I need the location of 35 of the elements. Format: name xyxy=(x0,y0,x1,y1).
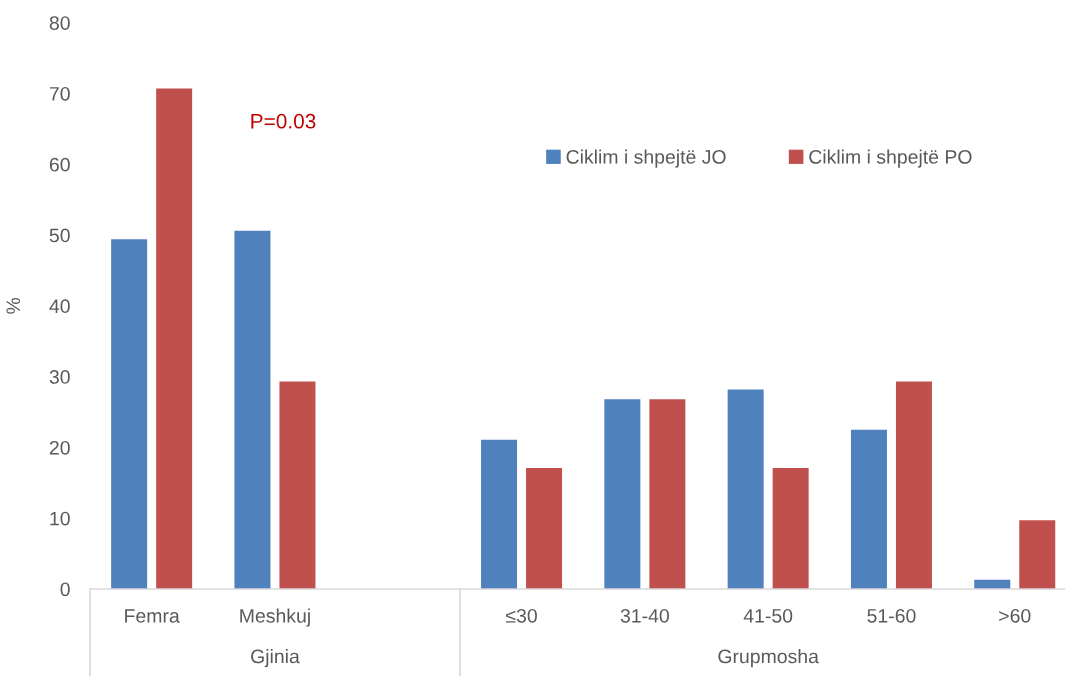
y-tick-label: 60 xyxy=(49,157,70,172)
bar xyxy=(727,389,764,589)
y-tick-label: 0 xyxy=(60,582,70,597)
bar xyxy=(234,230,271,589)
y-tick-label: 10 xyxy=(50,511,70,526)
bar xyxy=(772,467,809,589)
y-tick-label: 30 xyxy=(49,370,70,384)
bar xyxy=(604,399,641,589)
annotation: P=0.03 xyxy=(251,113,316,129)
x-tick-label: ≤30 xyxy=(506,608,537,623)
text: Gjinia xyxy=(251,649,300,668)
x-tick-label: Femra xyxy=(125,609,180,623)
y-tick-label: 20 xyxy=(49,440,70,455)
x-tick-label: 31-40 xyxy=(620,608,669,623)
x-tick-label: 41-50 xyxy=(743,608,793,623)
y-tick-label: 80 xyxy=(49,16,70,30)
x-tick-label: 51-60 xyxy=(867,608,916,623)
y-axis-title: % xyxy=(6,297,21,314)
bar xyxy=(279,381,316,589)
y-tick-label: 40 xyxy=(49,299,70,314)
text: Grupmosha xyxy=(718,649,819,668)
y-tick-label: 50 xyxy=(49,228,70,243)
legend-label: Ciklim i shpejtë JO xyxy=(566,149,726,168)
legend-label: Ciklim i shpejtë PO xyxy=(809,149,972,168)
bar xyxy=(111,239,148,589)
bar xyxy=(481,439,518,589)
y-tick-label: 70 xyxy=(49,86,70,101)
bar xyxy=(156,88,193,589)
bar xyxy=(526,467,563,589)
x-tick-label: >60 xyxy=(999,608,1031,623)
bar xyxy=(850,429,887,589)
bar xyxy=(895,381,932,589)
x-tick-label: Meshkuj xyxy=(240,608,310,627)
bar xyxy=(649,399,686,589)
bar xyxy=(1019,520,1056,589)
